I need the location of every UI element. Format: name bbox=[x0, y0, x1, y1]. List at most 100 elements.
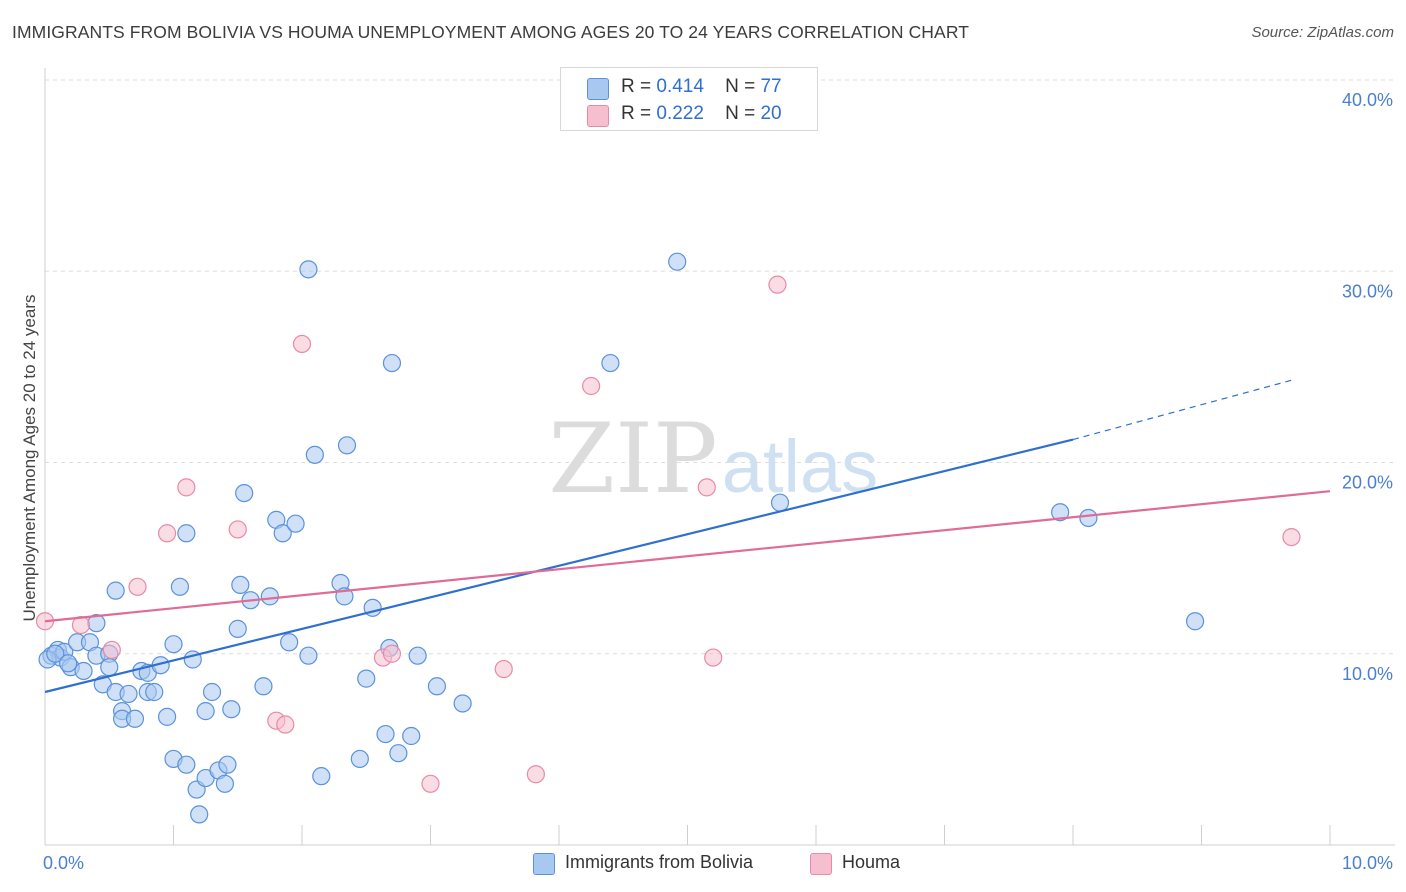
bolivia-point-72 bbox=[1079, 508, 1098, 528]
houma-point-11 bbox=[382, 644, 402, 663]
houma-point-19 bbox=[1282, 527, 1301, 547]
bolivia-point-40 bbox=[228, 619, 247, 638]
series-legend-label-bolivia: Immigrants from Bolivia bbox=[565, 852, 754, 872]
houma-point-6 bbox=[228, 520, 247, 539]
bolivia-point-73 bbox=[1185, 612, 1205, 631]
legend-swatch-blue bbox=[587, 78, 609, 100]
houma-point-5 bbox=[177, 478, 196, 497]
bolivia-point-41 bbox=[231, 575, 250, 595]
bolivia-point-71 bbox=[1051, 503, 1070, 522]
bolivia-point-57 bbox=[350, 749, 369, 769]
legend-n-value-houma: 20 bbox=[760, 103, 782, 124]
bolivia-point-69 bbox=[668, 252, 687, 271]
legend-swatch-pink bbox=[587, 105, 609, 127]
source-note: Source: ZipAtlas.com bbox=[1251, 24, 1394, 41]
y-tick-label-1: 20.0% bbox=[1342, 473, 1393, 493]
bolivia-point-22 bbox=[145, 682, 164, 702]
houma-point-8 bbox=[276, 715, 295, 734]
bolivia-point-6 bbox=[74, 661, 93, 681]
y-tick-label-3: 40.0% bbox=[1342, 90, 1393, 110]
y-tick-label-0: 10.0% bbox=[1342, 664, 1393, 684]
legend-r-value-bolivia: 0.414 bbox=[656, 76, 704, 97]
houma-point-15 bbox=[582, 376, 601, 396]
bolivia-point-60 bbox=[376, 724, 395, 744]
correlation-legend: R = 0.414 N = 77 R = 0.222 N = 20 bbox=[560, 67, 818, 131]
bolivia-point-56 bbox=[337, 436, 357, 455]
houma-point-16 bbox=[704, 648, 723, 667]
bolivia-point-49 bbox=[286, 514, 305, 533]
bolivia-point-52 bbox=[305, 445, 324, 464]
bolivia-point-58 bbox=[357, 669, 376, 688]
legend-n-value-bolivia: 77 bbox=[760, 76, 782, 97]
bolivia-point-70 bbox=[770, 493, 790, 512]
houma-point-2 bbox=[102, 640, 121, 660]
axes bbox=[44, 68, 1395, 846]
bolivia-point-63 bbox=[389, 744, 408, 763]
series-legend-swatch-blue bbox=[533, 853, 555, 875]
bolivia-point-44 bbox=[254, 677, 273, 696]
bolivia-point-47 bbox=[273, 524, 292, 543]
y-tick-label-2: 30.0% bbox=[1342, 281, 1393, 301]
watermark-zip: ZIP bbox=[548, 403, 717, 515]
watermark-atlas: atlas bbox=[722, 425, 878, 508]
bolivia-trend-extension bbox=[1072, 379, 1292, 441]
bolivia-point-32 bbox=[190, 805, 209, 824]
bolivia-point-48 bbox=[280, 633, 299, 652]
bolivia-point-53 bbox=[312, 767, 331, 786]
bolivia-point-68 bbox=[601, 353, 620, 373]
bolivia-point-39 bbox=[222, 700, 241, 719]
series-legend-label-houma: Houma bbox=[842, 852, 901, 872]
chart-title: IMMIGRANTS FROM BOLIVIA VS HOUMA UNEMPLO… bbox=[12, 22, 970, 42]
bolivia-point-45 bbox=[260, 587, 279, 606]
watermark: ZIP atlas bbox=[548, 403, 878, 515]
bolivia-point-28 bbox=[177, 755, 196, 774]
bolivia-point-35 bbox=[202, 682, 222, 702]
bolivia-trend-line bbox=[44, 438, 1074, 694]
bolivia-point-50 bbox=[299, 646, 318, 665]
series-bolivia bbox=[38, 252, 1205, 824]
bolivia-point-27 bbox=[170, 577, 190, 596]
bolivia-point-37 bbox=[215, 774, 234, 793]
bolivia-point-13 bbox=[106, 581, 125, 600]
x-tick-label-0: 0.0% bbox=[43, 853, 84, 873]
houma-trend-line bbox=[44, 490, 1331, 623]
bolivia-point-29 bbox=[177, 524, 196, 543]
houma-point-18 bbox=[768, 275, 787, 294]
bolivia-point-12 bbox=[100, 658, 119, 677]
bolivia-point-64 bbox=[402, 726, 421, 746]
bolivia-point-24 bbox=[157, 707, 177, 726]
trend-lines bbox=[44, 379, 1331, 694]
bolivia-point-42 bbox=[235, 484, 254, 503]
houma-point-3 bbox=[128, 577, 147, 596]
bolivia-point-51 bbox=[299, 260, 318, 279]
legend-r-label: R = bbox=[621, 103, 652, 124]
legend-r-label: R = bbox=[621, 76, 652, 97]
bolivia-point-76 bbox=[59, 654, 78, 673]
x-tick-label-1: 10.0% bbox=[1342, 853, 1393, 873]
bolivia-point-18 bbox=[125, 709, 145, 728]
series-houma bbox=[35, 275, 1301, 793]
houma-point-13 bbox=[494, 659, 513, 679]
houma-point-17 bbox=[697, 478, 716, 497]
bolivia-point-38 bbox=[218, 755, 237, 774]
series-legend-swatch-pink bbox=[810, 853, 832, 875]
bolivia-point-25 bbox=[164, 635, 183, 654]
bolivia-point-75 bbox=[46, 644, 65, 663]
legend-n-label: N = bbox=[725, 76, 756, 97]
grid-lines bbox=[45, 79, 1395, 655]
bolivia-point-33 bbox=[196, 702, 215, 721]
houma-point-12 bbox=[421, 774, 440, 793]
bolivia-point-62 bbox=[382, 353, 402, 373]
houma-point-4 bbox=[157, 524, 177, 543]
bolivia-point-67 bbox=[453, 694, 472, 713]
houma-point-9 bbox=[292, 334, 312, 354]
bolivia-point-17 bbox=[119, 684, 138, 704]
legend-n-label: N = bbox=[725, 103, 756, 124]
bolivia-point-66 bbox=[427, 677, 447, 696]
y-axis-label: Unemployment Among Ages 20 to 24 years bbox=[20, 294, 39, 622]
tick-labels: 10.0% 20.0% 30.0% 40.0% 0.0% 10.0% bbox=[43, 90, 1393, 873]
legend-r-value-houma: 0.222 bbox=[656, 103, 704, 124]
bolivia-point-65 bbox=[408, 646, 427, 665]
houma-point-14 bbox=[526, 765, 545, 784]
